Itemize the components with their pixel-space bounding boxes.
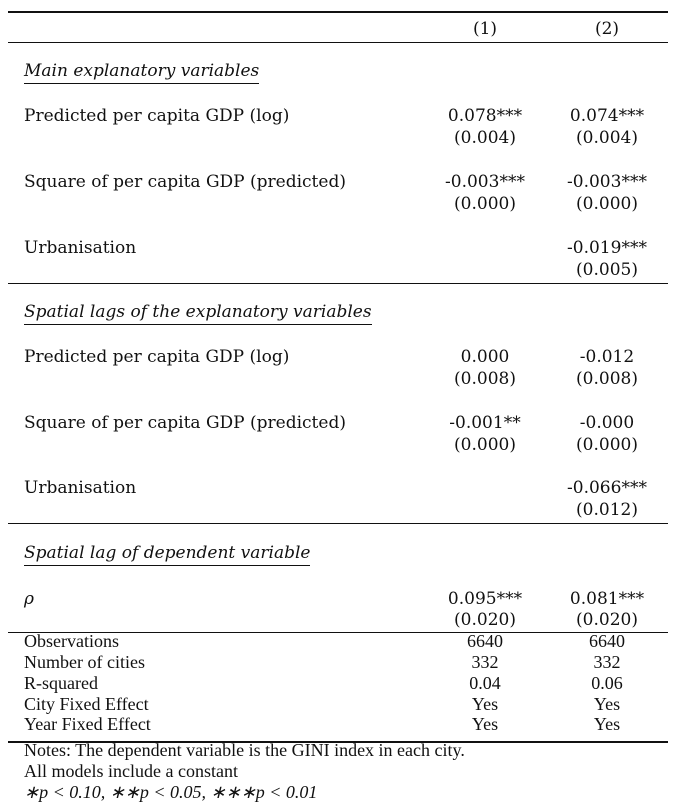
top-rule [8, 11, 668, 13]
section-title: Spatial lag of dependent variable [24, 542, 311, 566]
stats-cell: Yes [593, 714, 621, 734]
col2-header: (2) [594, 19, 620, 39]
table-row: Predicted per capita GDP (log) 0.078*** … [8, 105, 668, 127]
stats-cell: 332 [593, 652, 621, 672]
se-cell: (0.004) [454, 128, 516, 148]
se-cell: (0.005) [576, 260, 638, 280]
se-row: (0.005) [8, 259, 668, 281]
se-cell: (0.008) [454, 369, 516, 389]
stats-row: Number of cities 332 332 [8, 652, 668, 672]
coef-cell: -0.000 [579, 413, 635, 433]
section-rule [8, 523, 668, 524]
se-row: (0.004) (0.004) [8, 127, 668, 149]
se-cell: (0.012) [576, 500, 638, 520]
se-cell: (0.020) [576, 610, 638, 630]
stats-cell: 332 [471, 652, 499, 672]
coef-cell: 0.081*** [569, 589, 645, 609]
note-line: Notes: The dependent variable is the GIN… [24, 740, 465, 760]
se-cell: (0.020) [454, 610, 516, 630]
stats-row: Year Fixed Effect Yes Yes [8, 714, 668, 734]
coef-cell: 0.078*** [447, 106, 523, 126]
coef-cell: -0.001** [449, 413, 521, 433]
stats-cell: 6640 [589, 631, 625, 651]
stats-cell: 0.06 [591, 673, 623, 693]
row-label: Urbanisation [24, 238, 137, 258]
coef-cell: 0.000 [460, 347, 510, 367]
row-label: Urbanisation [24, 478, 137, 498]
se-row: (0.008) (0.008) [8, 368, 668, 390]
table-row: Square of per capita GDP (predicted) -0.… [8, 412, 668, 434]
stats-label: Year Fixed Effect [24, 714, 151, 734]
se-cell: (0.004) [576, 128, 638, 148]
stats-rule [8, 632, 668, 633]
coef-cell: -0.003*** [445, 172, 525, 192]
se-cell: (0.000) [576, 435, 638, 455]
stats-label: Observations [24, 631, 119, 651]
se-row: (0.020) (0.020) [8, 609, 668, 631]
rho-label: ρ [24, 589, 34, 609]
se-row: (0.000) (0.000) [8, 434, 668, 456]
table-row: Square of per capita GDP (predicted) -0.… [8, 171, 668, 193]
row-label: Predicted per capita GDP (log) [24, 106, 290, 126]
table-notes: Notes: The dependent variable is the GIN… [24, 740, 465, 803]
col1-header: (1) [472, 19, 498, 39]
section-rule [8, 283, 668, 284]
section-title: Main explanatory variables [24, 60, 260, 84]
stats-label: R-squared [24, 673, 98, 693]
stats-label: City Fixed Effect [24, 694, 149, 714]
section-title: Spatial lags of the explanatory variable… [24, 301, 372, 325]
coef-cell: 0.095*** [447, 589, 523, 609]
stats-cell: Yes [471, 694, 499, 714]
coef-cell: 0.074*** [569, 106, 645, 126]
stats-row: R-squared 0.04 0.06 [8, 673, 668, 693]
se-cell: (0.000) [576, 194, 638, 214]
row-label: Square of per capita GDP (predicted) [24, 413, 346, 433]
header-rule [8, 42, 668, 43]
coef-cell: -0.012 [579, 347, 635, 367]
stats-cell: Yes [471, 714, 499, 734]
table-row: Urbanisation -0.066*** [8, 477, 668, 499]
row-label: Predicted per capita GDP (log) [24, 347, 290, 367]
significance-note: ∗p < 0.10, ∗∗p < 0.05, ∗∗∗p < 0.01 [24, 782, 318, 802]
stats-row: City Fixed Effect Yes Yes [8, 694, 668, 714]
table-row: ρ 0.095*** 0.081*** [8, 588, 668, 610]
stats-cell: 6640 [467, 631, 503, 651]
note-line: All models include a constant [24, 761, 238, 781]
table-row: Predicted per capita GDP (log) 0.000 -0.… [8, 346, 668, 368]
se-cell: (0.000) [454, 194, 516, 214]
stats-label: Number of cities [24, 652, 145, 672]
se-cell: (0.008) [576, 369, 638, 389]
stats-row: Observations 6640 6640 [8, 631, 668, 651]
stats-cell: Yes [593, 694, 621, 714]
coef-cell: -0.019*** [567, 238, 647, 258]
se-row: (0.012) [8, 499, 668, 521]
table-row: Urbanisation -0.019*** [8, 237, 668, 259]
coef-cell: -0.066*** [567, 478, 647, 498]
se-cell: (0.000) [454, 435, 516, 455]
se-row: (0.000) (0.000) [8, 193, 668, 215]
bottom-rule [8, 741, 668, 743]
row-label: Square of per capita GDP (predicted) [24, 172, 346, 192]
coef-cell: -0.003*** [567, 172, 647, 192]
header-row: (1) (2) [8, 18, 668, 40]
stats-cell: 0.04 [469, 673, 501, 693]
